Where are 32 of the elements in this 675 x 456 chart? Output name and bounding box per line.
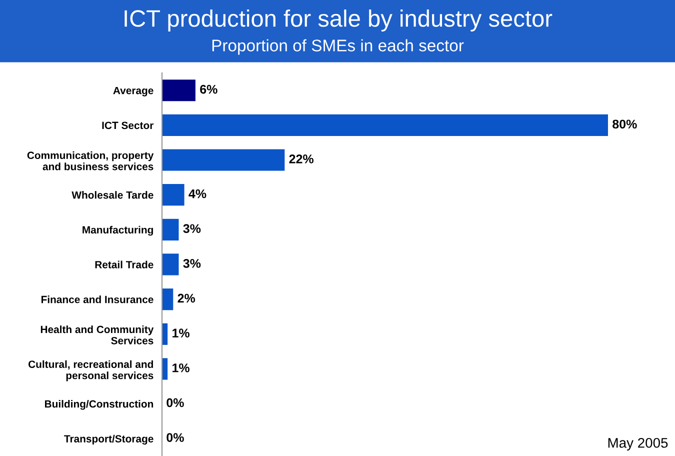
data-label: 3% xyxy=(183,224,201,234)
data-label: 3% xyxy=(183,258,201,268)
y-tick-label: Cultural, recreational and personal services xyxy=(28,360,154,382)
data-label: 1% xyxy=(172,363,190,372)
data-label: 22% xyxy=(289,154,314,164)
data-label: 4% xyxy=(188,189,206,198)
bar xyxy=(162,80,196,102)
data-label: 1% xyxy=(172,328,190,338)
data-label: 0% xyxy=(166,398,184,408)
y-tick-label: Retail Trade xyxy=(95,260,154,268)
y-tick-label: Communication, property and business services xyxy=(27,151,154,170)
bar xyxy=(162,254,179,276)
y-tick-label: Average xyxy=(113,86,154,96)
y-tick-label: Health and Community Services xyxy=(40,325,154,344)
y-tick-label: Transport/Storage xyxy=(64,434,154,445)
text: May 2005 xyxy=(608,438,668,451)
data-label: 80% xyxy=(612,120,637,129)
bar xyxy=(162,184,184,206)
chart-subtitle: Proportion of SMEs in each sector xyxy=(212,39,464,55)
y-tick-label: Building/Construction xyxy=(45,400,154,410)
data-label: 0% xyxy=(166,433,184,442)
data-label: 6% xyxy=(200,84,218,94)
y-tick-label: Manufacturing xyxy=(82,226,153,236)
bar xyxy=(162,218,179,240)
y-tick-label: Wholesale Tarde xyxy=(72,191,154,199)
bar xyxy=(162,149,285,171)
bar xyxy=(162,288,174,310)
y-tick-label: Finance and Insurance xyxy=(41,296,154,304)
y-tick-label: ICT Sector xyxy=(102,122,154,130)
bar xyxy=(162,114,608,136)
chart-title: ICT production for sale by industry sector xyxy=(124,10,552,32)
data-label: 2% xyxy=(178,294,196,303)
